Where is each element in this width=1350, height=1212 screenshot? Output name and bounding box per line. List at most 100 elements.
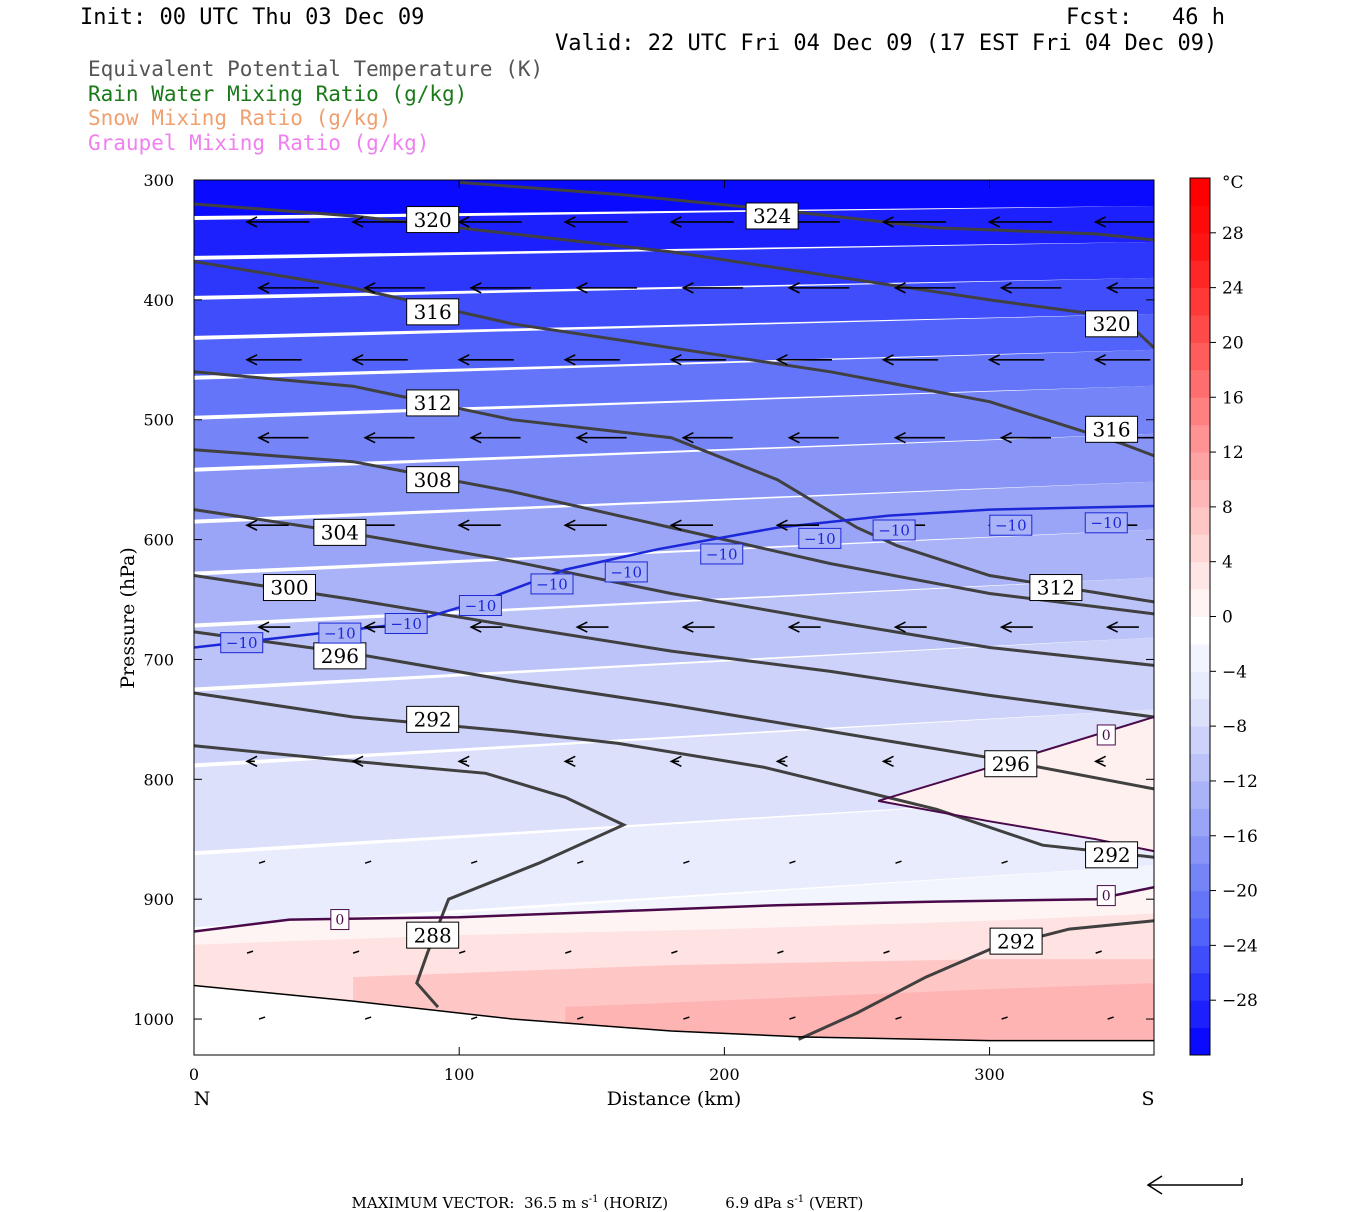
svg-text:304: 304 [321,521,359,545]
wind-vector [563,216,628,228]
theta-e-label: 300 [262,574,316,602]
wind-vector [681,431,733,444]
theta-e-label: 312 [1029,574,1083,602]
colorbar-cell [1190,671,1210,700]
isotherm-minus10-label: −10 [458,595,502,617]
colorbar-tick-label: 4 [1222,553,1233,573]
wind-vector [563,519,607,531]
wind-vector [881,216,946,228]
theta-e-label: 320 [1085,310,1139,338]
colorbar-tick-label: 16 [1222,388,1244,408]
svg-text:312: 312 [1037,576,1075,600]
wind-vector [565,950,572,954]
temperature-band [194,241,1154,296]
svg-text:−10: −10 [465,597,497,615]
theta-e-label: 292 [989,927,1043,955]
svg-text:−10: −10 [324,624,356,642]
colorbar-cell [1190,972,1210,1001]
theta-e-label: 296 [984,750,1038,778]
svg-text:−10: −10 [995,517,1027,535]
y-tick-label: 800 [143,770,174,789]
theta-e-label: 320 [406,206,460,234]
colorbar-cell [1190,534,1210,563]
wind-vector [1001,860,1008,864]
wind-vector [895,1016,902,1020]
isotherm-minus10-label: −10 [530,573,574,595]
temperature-band [194,313,1154,376]
x-tick-label: 0 [189,1065,199,1084]
colorbar-tick-label: 24 [1222,279,1244,299]
wind-vector [469,282,531,294]
north-label: N [194,1088,211,1110]
theta-e-label: 324 [745,202,799,230]
isotherm-minus10-label: −10 [989,514,1033,536]
wind-vector [457,216,522,228]
colorbar-cell [1190,232,1210,261]
colorbar-tick-label: 0 [1222,608,1233,628]
theta-e-label: 316 [406,298,460,326]
isotherm-minus10-label: −10 [384,612,428,634]
y-tick-label: 1000 [133,1010,174,1029]
legend-equivalent-potential-temperature: Equivalent Potential Temperature (K) [88,57,544,81]
wind-vector [893,621,927,633]
svg-text:−10: −10 [610,563,642,581]
colorbar-cell [1190,178,1210,206]
wind-vector [775,354,833,366]
x-tick-label: 200 [709,1065,740,1084]
colorbar-cell [1190,780,1210,809]
wind-vector [999,282,1062,294]
theta-e-contour [194,370,1154,604]
colorbar-cell [1190,589,1210,617]
x-tick-label: 300 [974,1065,1005,1084]
wind-vector [258,860,266,864]
below-ground [194,985,1154,1055]
wind-vector [1095,950,1102,954]
wind-vector [352,950,360,954]
svg-text:0: 0 [1102,728,1111,744]
isotherm-zero-label: 0 [1096,885,1116,907]
colorbar-cell [1190,479,1210,508]
colorbar-cell [1190,1027,1210,1056]
wind-vector [246,950,254,954]
colorbar-cell [1190,616,1210,645]
theta-e-label: 308 [406,466,460,494]
wind-vector [881,354,939,366]
colorbar-cell [1190,424,1210,453]
temperature-band [194,577,1154,688]
colorbar-tick-label: −24 [1222,936,1258,956]
theta-e-contour [194,448,1154,616]
colorbar-cell [1190,945,1210,974]
colorbar-tick-label: −28 [1222,991,1258,1011]
colorbar-tick-label: −20 [1222,882,1258,902]
theta-e-label: 312 [406,389,460,417]
legend-rain-water: Rain Water Mixing Ratio (g/kg) [88,82,468,106]
colorbar-tick-label: 28 [1222,224,1244,244]
wind-vector [775,755,788,768]
colorbar-tick-label: −12 [1222,772,1258,792]
theta-e-label: 288 [406,921,460,949]
svg-text:320: 320 [414,208,452,232]
wind-vector [1001,1016,1008,1020]
legend-snow: Snow Mixing Ratio (g/kg) [88,106,392,130]
svg-text:0: 0 [335,913,344,929]
wind-vector [1093,216,1154,228]
wind-vector [681,282,744,294]
wind-vector [351,755,364,768]
wind-vector [1107,1016,1114,1020]
svg-text:308: 308 [414,468,452,492]
isotherm-minus10-label: −10 [220,632,264,654]
svg-text:316: 316 [1092,418,1130,442]
warm-wedge [878,717,1154,852]
colorbar-cell [1190,698,1210,727]
svg-text:292: 292 [414,708,452,732]
colorbar-cell [1190,863,1210,892]
wind-vector [895,860,902,864]
colorbar-unit: °C [1222,173,1244,193]
theta-e-label: 304 [313,518,367,546]
svg-text:0: 0 [1102,889,1111,905]
wind-vector [1105,282,1154,294]
colorbar-cell [1190,1000,1210,1029]
wind-vector [987,354,1045,366]
wind-vector [1105,621,1139,633]
